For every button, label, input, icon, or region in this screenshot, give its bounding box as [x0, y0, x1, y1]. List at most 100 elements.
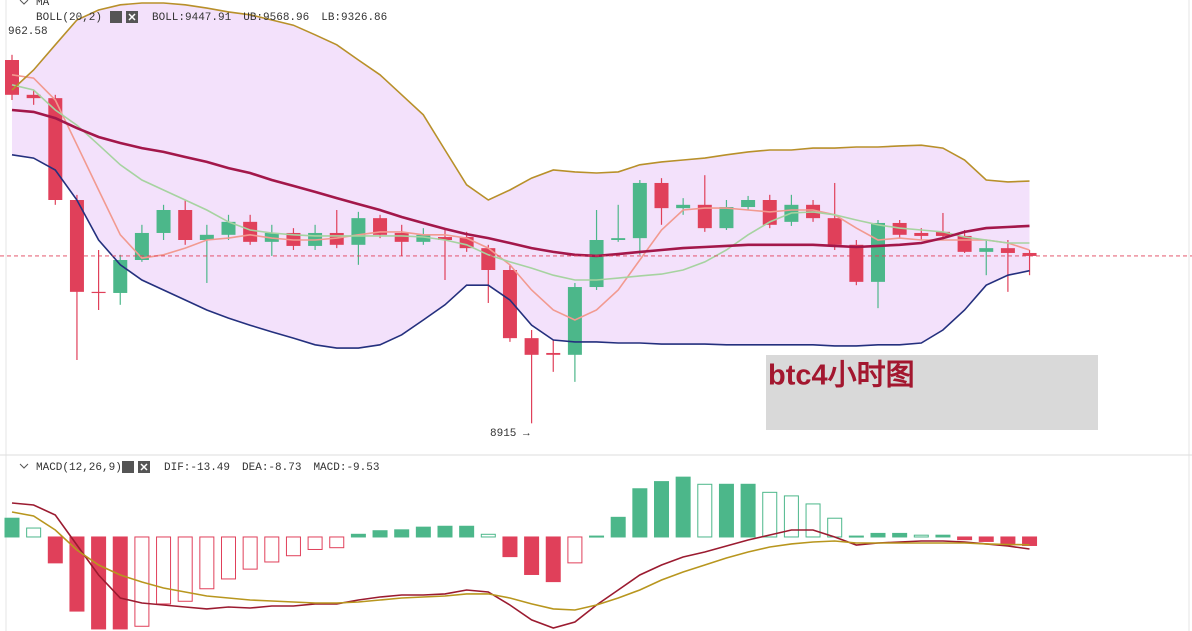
- macd-bar: [221, 536, 236, 580]
- indicator-label: MACD(12,26,9): [36, 462, 122, 474]
- macd-bar: [892, 532, 908, 538]
- candle-body: [632, 182, 647, 239]
- macd-bar: [329, 536, 345, 549]
- macd-bar: [177, 536, 193, 602]
- candle-body: [26, 94, 41, 99]
- macd-bar: [913, 534, 929, 538]
- macd-bar: [848, 535, 864, 538]
- candle-body: [827, 218, 842, 245]
- legend-entry: LB:9326.86: [321, 12, 387, 24]
- macd-bar: [285, 536, 301, 557]
- macd-bar: [242, 536, 258, 570]
- band-fill: [12, 3, 1030, 349]
- indicator-line: [11, 108, 1030, 258]
- macd-pane: DIF:-13.49 DEA:-8.73 MACD:-9.53: [4, 462, 1038, 630]
- macd-bar: [957, 536, 973, 541]
- macd-bar: [91, 536, 107, 630]
- price-pane: BOLL:9447.91 UB:9568.96 LB:9326.86: [0, 2, 1192, 424]
- macd-bar: [459, 525, 475, 538]
- low-label: 8915 →: [490, 428, 530, 440]
- legend-entry: DEA:-8.73: [242, 462, 301, 474]
- indicator-line: [11, 84, 1030, 281]
- macd-bar: [394, 529, 410, 538]
- top-label: 962.58: [8, 26, 48, 38]
- macd-bar: [264, 536, 280, 563]
- candle-body: [1022, 252, 1037, 256]
- macd-bar: [740, 483, 756, 538]
- candle-body: [373, 218, 388, 235]
- annotation: btc4小时图: [768, 359, 915, 392]
- indicator-line: [11, 2, 1030, 201]
- candle-body: [178, 210, 193, 240]
- macd-bar: [697, 483, 713, 538]
- macd-bar: [827, 517, 843, 538]
- macd-bar: [372, 530, 388, 538]
- candle-body: [849, 244, 864, 282]
- candle-body: [221, 221, 236, 235]
- indicator-line: [11, 74, 1030, 321]
- macd-bar: [589, 535, 605, 538]
- candle-body: [438, 237, 452, 240]
- macd-bar: [762, 491, 778, 538]
- candle-body: [611, 238, 626, 240]
- candle-body: [935, 231, 950, 236]
- candle-body: [351, 218, 366, 245]
- candle-body: [914, 232, 929, 236]
- candle-body: [697, 204, 712, 229]
- macd-bar: [415, 526, 431, 538]
- macd-bar: [654, 481, 669, 538]
- candle-body: [394, 232, 409, 242]
- macd-bar: [350, 533, 366, 538]
- legend-entry: UB:9568.96: [243, 12, 309, 24]
- macd-bar: [437, 525, 453, 538]
- annotation-box: [766, 355, 1098, 430]
- macd-bar: [718, 483, 734, 538]
- macd-bar: [675, 476, 691, 538]
- candle-body: [199, 234, 214, 240]
- candle-body: [871, 222, 885, 282]
- candle-body: [459, 237, 474, 249]
- macd-line: [11, 511, 1030, 611]
- candle-body: [719, 207, 734, 229]
- candle-body: [91, 291, 106, 294]
- macd-line: [11, 502, 1030, 629]
- indicator-label: MA: [36, 0, 50, 9]
- macd-bar: [1022, 536, 1038, 546]
- collapse-icon[interactable]: [19, 463, 29, 469]
- macd-bar: [480, 533, 496, 538]
- macd-bar: [978, 536, 994, 542]
- macd-bar: [156, 536, 172, 605]
- macd-bar: [545, 536, 561, 583]
- candle-body: [524, 338, 539, 355]
- macd-bar: [524, 536, 540, 575]
- indicator-line: [11, 154, 1030, 349]
- macd-bar: [502, 536, 518, 558]
- legend-entry: MACD:-9.53: [313, 462, 379, 474]
- candle-body: [741, 200, 756, 208]
- macd-bar: [935, 534, 951, 538]
- settings-icon[interactable]: [122, 461, 134, 473]
- macd-bar: [199, 536, 215, 590]
- candle-body: [243, 221, 258, 242]
- close-glyph: [140, 463, 148, 471]
- macd-bar: [783, 495, 799, 538]
- macd-bar: [4, 517, 20, 538]
- legend-entry: BOLL:9447.91: [152, 12, 232, 24]
- collapse-icon[interactable]: [19, 0, 29, 5]
- legend-entry: DIF:-13.49: [164, 462, 230, 474]
- macd-bar: [805, 503, 821, 538]
- candle-body: [156, 210, 171, 233]
- candle-body: [567, 287, 582, 355]
- candle-body: [589, 240, 604, 288]
- settings-icon[interactable]: [110, 11, 122, 23]
- candle-body: [676, 204, 691, 209]
- macd-bar: [112, 536, 128, 630]
- candle-body: [1000, 248, 1015, 253]
- macd-bar: [26, 527, 42, 538]
- candle-body: [546, 352, 561, 355]
- close-glyph: [128, 13, 136, 21]
- macd-bar: [870, 532, 886, 538]
- candle-body: [69, 200, 84, 292]
- candle-body: [654, 182, 669, 209]
